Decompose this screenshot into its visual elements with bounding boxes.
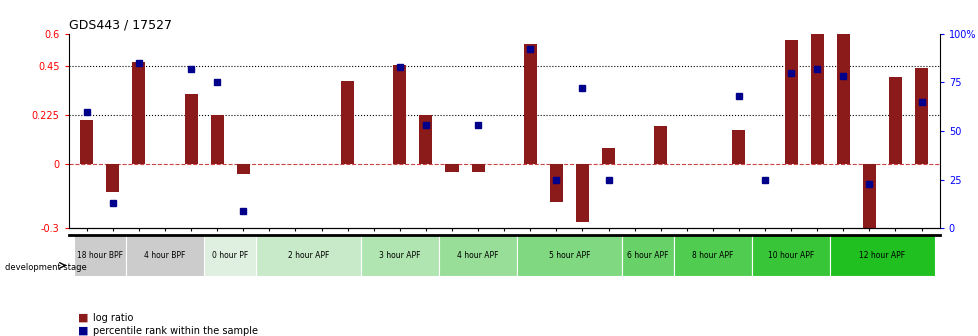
Bar xyxy=(751,235,829,276)
Text: log ratio: log ratio xyxy=(93,312,133,323)
Bar xyxy=(107,164,119,192)
Text: 12 hour APF: 12 hour APF xyxy=(859,251,905,260)
Bar xyxy=(575,164,589,222)
Text: 3 hour APF: 3 hour APF xyxy=(378,251,421,260)
Bar xyxy=(204,235,256,276)
Bar xyxy=(80,120,93,164)
Bar xyxy=(601,149,614,164)
Bar xyxy=(126,235,204,276)
Bar xyxy=(653,126,667,164)
Text: 4 hour APF: 4 hour APF xyxy=(457,251,499,260)
Bar xyxy=(393,65,406,164)
Bar xyxy=(185,94,198,164)
Bar xyxy=(471,164,484,172)
Text: 6 hour APF: 6 hour APF xyxy=(626,251,668,260)
Text: 10 hour APF: 10 hour APF xyxy=(767,251,814,260)
Bar xyxy=(783,40,797,164)
Bar xyxy=(445,164,458,172)
Bar xyxy=(810,0,822,164)
Bar xyxy=(256,235,360,276)
Bar xyxy=(550,164,562,203)
Bar xyxy=(862,164,875,233)
Text: 2 hour APF: 2 hour APF xyxy=(288,251,329,260)
Text: 8 hour APF: 8 hour APF xyxy=(691,251,733,260)
Bar xyxy=(340,81,354,164)
Text: percentile rank within the sample: percentile rank within the sample xyxy=(93,326,258,336)
Bar xyxy=(237,164,249,174)
Bar xyxy=(360,235,438,276)
Bar xyxy=(210,115,224,164)
Text: 18 hour BPF: 18 hour BPF xyxy=(76,251,122,260)
Bar xyxy=(523,44,536,164)
Text: ■: ■ xyxy=(78,326,89,336)
Bar xyxy=(673,235,751,276)
Text: 5 hour APF: 5 hour APF xyxy=(548,251,590,260)
Bar xyxy=(829,235,934,276)
Text: development stage: development stage xyxy=(5,263,87,271)
Bar xyxy=(888,77,901,164)
Text: ■: ■ xyxy=(78,312,89,323)
Bar xyxy=(621,235,673,276)
Bar xyxy=(132,62,146,164)
Bar xyxy=(73,235,126,276)
Bar xyxy=(732,130,744,164)
Bar xyxy=(836,23,849,164)
Bar xyxy=(419,115,432,164)
Text: 4 hour BPF: 4 hour BPF xyxy=(144,251,186,260)
Bar xyxy=(438,235,516,276)
Text: 0 hour PF: 0 hour PF xyxy=(212,251,248,260)
Text: GDS443 / 17527: GDS443 / 17527 xyxy=(68,18,171,31)
Bar xyxy=(516,235,621,276)
Bar xyxy=(914,68,927,164)
